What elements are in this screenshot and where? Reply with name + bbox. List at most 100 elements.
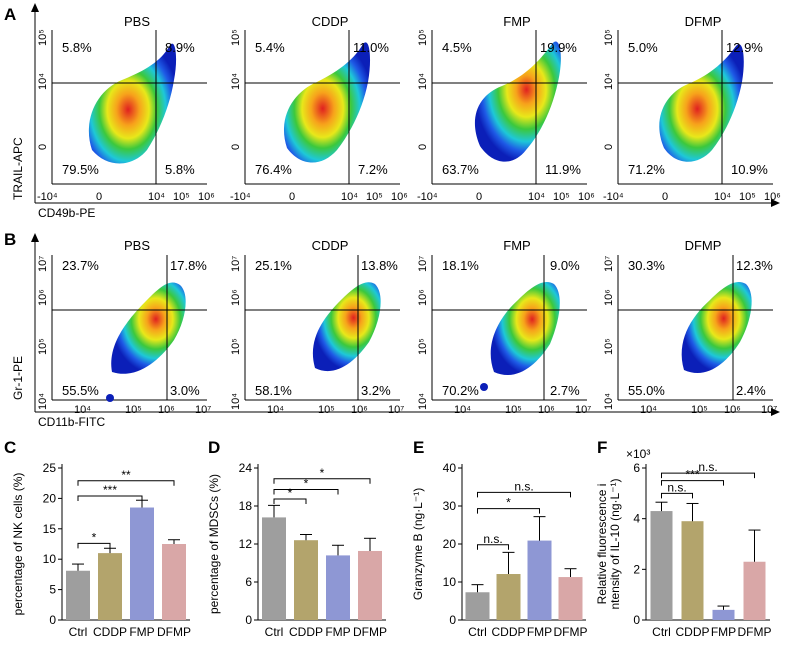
y-tick: 10⁷ — [230, 256, 242, 272]
sig-label: n.s. — [514, 479, 533, 493]
plot-title: FMP — [503, 238, 530, 253]
row-a-x-arrowhead — [771, 199, 780, 207]
y-tick-label: 24 — [239, 461, 253, 475]
x-tick: 10⁴ — [528, 191, 545, 203]
y-tick: 10⁷ — [603, 256, 615, 272]
plot-title: PBS — [124, 238, 150, 253]
bar-ctrl — [66, 570, 90, 620]
y-tick-label: 10 — [43, 552, 57, 566]
flow-row-b: Gr-1-PE CD11b-FITC PBS 23.7% 17.8% 55.5%… — [11, 233, 780, 429]
x-tick-label: FMP — [527, 625, 552, 639]
y-tick: 0 — [230, 144, 242, 150]
x-tick: 10⁶ — [158, 404, 175, 416]
y-tick-label: 10 — [443, 575, 457, 589]
panel-label-b: B — [4, 230, 16, 249]
sig-bracket — [661, 472, 755, 479]
bar-chart-il10: 0 2 4 6×10³ Relative fluorescence i ntensity … — [595, 447, 772, 639]
bar-dfmp — [358, 550, 382, 620]
bar-fmp — [712, 609, 735, 620]
sig-label: * — [320, 466, 325, 480]
plot-title: DFMP — [685, 238, 722, 253]
sig-bracket — [273, 478, 371, 484]
quad-ur: 13.8% — [361, 258, 398, 273]
x-tick: 10⁶ — [351, 404, 368, 416]
quad-ll: 76.4% — [255, 162, 292, 177]
x-tick: 0 — [476, 191, 482, 203]
y-tick: 10⁵ — [230, 29, 242, 46]
density-blob — [490, 281, 560, 376]
quad-lr: 11.9% — [545, 162, 581, 177]
x-tick: 10⁷ — [575, 404, 591, 416]
x-tick: 10⁴ — [74, 404, 91, 416]
y-tick: 10⁶ — [230, 289, 242, 306]
flow-plot-a-cddp: CDDP 5.4% 11.0% 76.4% 7.2% 10⁵ 10⁴ 0 -10… — [230, 14, 408, 203]
x-tick: 0 — [96, 191, 102, 203]
y-axis-label: percentage of NK cells (%) — [11, 473, 25, 616]
y-tick: 10⁵ — [230, 338, 242, 355]
y-tick-label: 25 — [43, 461, 57, 475]
y-tick-label: 0 — [633, 613, 640, 627]
y-tick: 10⁷ — [417, 256, 429, 272]
y-tick: 10⁵ — [603, 29, 615, 46]
density-blob — [474, 41, 561, 162]
sig-label: n.s. — [483, 532, 502, 546]
y-tick: 10⁵ — [417, 29, 429, 46]
flow-plot-a-dfmp: DFMP 5.0% 12.9% 71.2% 10.9% 10⁵ 10⁴ 0 -1… — [603, 14, 781, 203]
quad-ur: 12.3% — [736, 258, 773, 273]
flow-plot-a-pbs: PBS 5.8% 8.9% 79.5% 5.8% 10⁵ 10⁴ 0 -10⁴ … — [37, 14, 215, 203]
panel-label-f: F — [597, 438, 607, 457]
x-tick: 10⁶ — [198, 191, 215, 203]
y-tick: 10⁵ — [37, 338, 49, 355]
plot-title: PBS — [124, 14, 150, 29]
y-tick-label: 4 — [633, 512, 640, 526]
bar-cddp — [98, 553, 122, 620]
y-tick: 10⁴ — [37, 393, 49, 410]
quad-ll: 63.7% — [442, 162, 479, 177]
y-exponent: ×10³ — [626, 447, 650, 461]
flow-plot-a-fmp: FMP 4.5% 19.9% 63.7% 11.9% 10⁵ 10⁴ 0 -10… — [417, 14, 595, 203]
row-a-y-arrowhead — [31, 3, 39, 12]
x-tick: 10⁵ — [366, 191, 383, 203]
y-tick-label: 0 — [449, 613, 456, 627]
quad-ll: 79.5% — [62, 162, 99, 177]
quad-ul: 5.4% — [255, 40, 285, 55]
quad-lr: 5.8% — [165, 162, 195, 177]
y-tick: 10⁴ — [37, 73, 49, 90]
y-axis-label: Granzyme B (ng·L⁻¹) — [411, 488, 425, 600]
panel-label-d: D — [208, 438, 220, 457]
sig-label: n.s. — [698, 460, 717, 474]
bar-fmp — [130, 507, 154, 620]
x-tick: 10⁷ — [195, 404, 211, 416]
sig-bracket — [477, 491, 571, 498]
y-tick: 10⁴ — [603, 73, 615, 90]
bar-cddp — [496, 574, 521, 620]
quad-ur: 11.0% — [353, 40, 389, 55]
bar-chart-mdsc: 0 6 12 18 24 percentage of MDSCs (%) Ctrl CDDP F… — [207, 461, 387, 639]
density-blob — [659, 44, 744, 162]
row-b-x-arrowhead — [771, 408, 780, 416]
y-tick: 10⁷ — [37, 256, 49, 272]
x-tick: 10⁵ — [318, 404, 335, 416]
sig-label: n.s. — [667, 480, 686, 494]
quad-lr: 2.7% — [550, 383, 580, 398]
flow-plot-b-dfmp: DFMP 30.3% 12.3% 55.0% 2.4% 10⁷ 10⁶ 10⁵ … — [603, 238, 777, 416]
x-tick: -10⁴ — [37, 191, 58, 203]
x-tick: -10⁴ — [417, 191, 438, 203]
x-tick: 10⁵ — [125, 404, 142, 416]
sig-label: *** — [685, 468, 699, 482]
row-a-y-axis-label: TRAIL-APC — [11, 137, 25, 200]
y-tick: 10⁴ — [417, 73, 429, 90]
bar-ctrl — [465, 592, 490, 620]
bar-dfmp — [743, 561, 766, 620]
bar-ctrl — [650, 511, 673, 620]
quad-ll: 55.0% — [628, 383, 665, 398]
x-tick: 10⁴ — [341, 191, 358, 203]
quad-ur: 17.8% — [170, 258, 207, 273]
y-tick-label: 2 — [633, 562, 640, 576]
y-tick: 10⁴ — [230, 73, 242, 90]
sig-bracket — [477, 508, 540, 514]
quad-ul: 18.1% — [442, 258, 479, 273]
x-tick: 10⁴ — [454, 404, 471, 416]
y-tick: 10⁴ — [603, 393, 615, 410]
